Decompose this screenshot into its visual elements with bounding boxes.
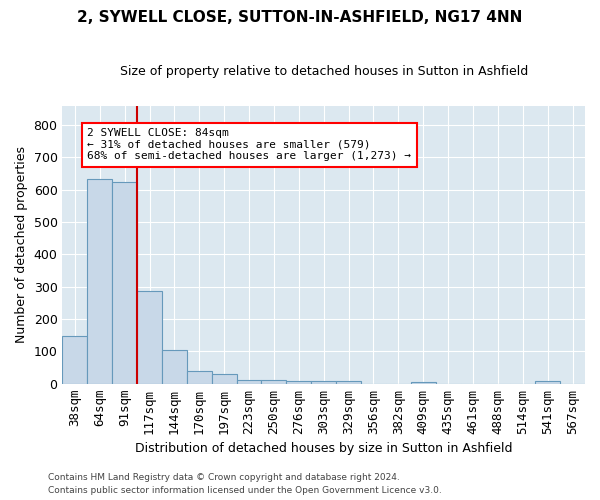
Text: 2 SYWELL CLOSE: 84sqm
← 31% of detached houses are smaller (579)
68% of semi-det: 2 SYWELL CLOSE: 84sqm ← 31% of detached … <box>88 128 412 162</box>
Bar <box>212 374 236 384</box>
Bar <box>236 380 262 384</box>
Y-axis label: Number of detached properties: Number of detached properties <box>15 146 28 343</box>
Bar <box>62 336 88 384</box>
Bar <box>162 350 187 384</box>
Text: Contains HM Land Registry data © Crown copyright and database right 2024.
Contai: Contains HM Land Registry data © Crown c… <box>48 474 442 495</box>
Bar <box>262 380 286 384</box>
Bar <box>187 370 212 384</box>
Title: Size of property relative to detached houses in Sutton in Ashfield: Size of property relative to detached ho… <box>119 65 528 78</box>
Bar <box>88 178 112 384</box>
Bar <box>286 380 311 384</box>
Bar <box>336 381 361 384</box>
Text: 2, SYWELL CLOSE, SUTTON-IN-ASHFIELD, NG17 4NN: 2, SYWELL CLOSE, SUTTON-IN-ASHFIELD, NG1… <box>77 10 523 25</box>
Bar <box>535 381 560 384</box>
Bar <box>311 380 336 384</box>
Bar <box>137 291 162 384</box>
Bar <box>112 182 137 384</box>
X-axis label: Distribution of detached houses by size in Sutton in Ashfield: Distribution of detached houses by size … <box>135 442 512 455</box>
Bar <box>411 382 436 384</box>
